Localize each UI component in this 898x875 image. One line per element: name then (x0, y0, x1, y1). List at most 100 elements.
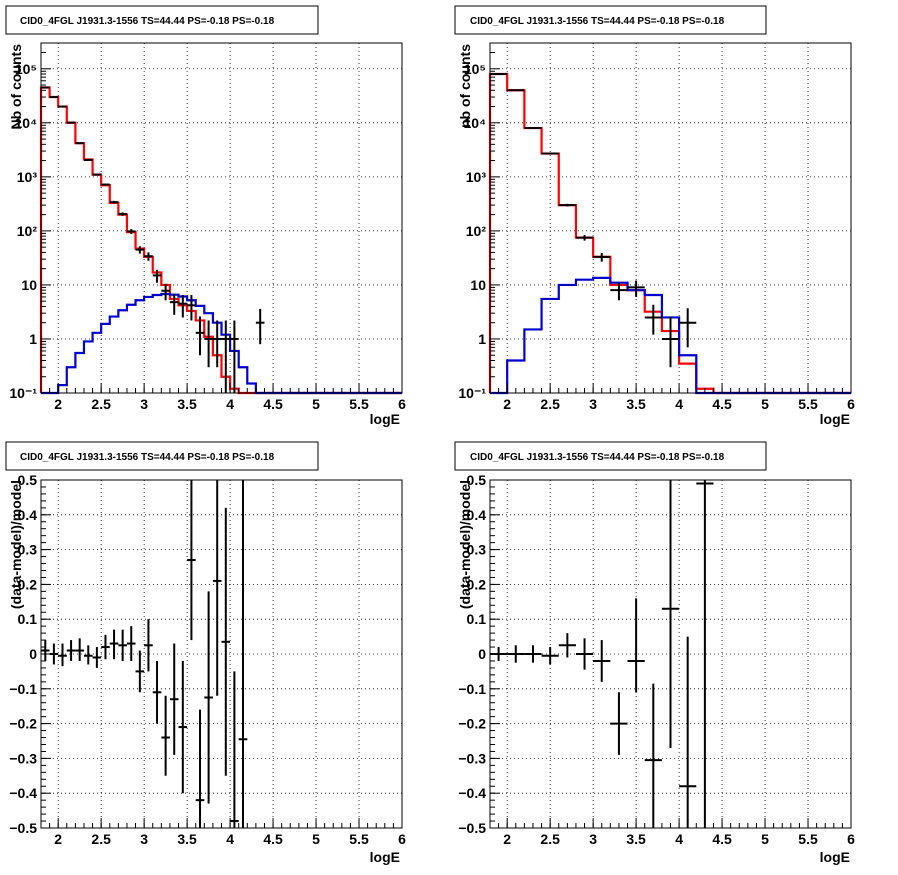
x-tick-label: 2.5 (540, 396, 560, 412)
y-tick-label: 0.4 (18, 507, 38, 523)
title-box (454, 441, 767, 471)
y-tick-label: −0.3 (9, 750, 37, 766)
x-tick-label: 5 (761, 831, 769, 847)
y-tick-label: 10² (17, 223, 38, 239)
y-tick-label: −0.1 (9, 681, 37, 697)
x-tick-label: 2 (503, 396, 511, 412)
x-axis-title: logE (820, 411, 850, 427)
y-tick-label: 0.1 (18, 611, 38, 627)
data-point (221, 320, 231, 393)
x-tick-label: 2 (54, 396, 62, 412)
x-tick-label: 5 (312, 396, 320, 412)
y-tick-label: 0.3 (467, 542, 487, 558)
x-tick-label: 2.5 (540, 831, 560, 847)
data-point (187, 480, 196, 641)
data-point (610, 692, 628, 755)
y-tick-label: 10 (470, 277, 486, 293)
data-point (144, 619, 153, 672)
data-point (144, 252, 153, 261)
y-tick-label: 0.5 (467, 472, 487, 488)
data-point (152, 269, 162, 283)
data-point (541, 152, 559, 155)
data-point (230, 320, 239, 393)
data-point (679, 308, 697, 348)
x-tick-label: 3.5 (177, 831, 197, 847)
y-tick-label: 10⁻¹ (9, 385, 37, 401)
title-box (5, 5, 319, 35)
y-axis-title: (data-model)/model (8, 480, 24, 609)
y-tick-label: 0.2 (18, 576, 38, 592)
data-point (126, 626, 136, 661)
x-tick-label: 5.5 (798, 396, 818, 412)
y-tick-label: 0.3 (18, 542, 38, 558)
x-tick-label: 5 (761, 396, 769, 412)
data-point (661, 480, 680, 748)
data-point (575, 234, 594, 241)
data-point (178, 295, 188, 318)
data-point (204, 320, 213, 368)
y-axis-title: Nb of counts (8, 44, 24, 130)
data-point (696, 480, 714, 828)
data-point (195, 709, 205, 828)
data-point (75, 142, 84, 145)
y-tick-label: −0.4 (9, 785, 37, 801)
x-tick-label: 2 (503, 831, 511, 847)
data-point (169, 643, 179, 755)
chart-title: CID0_4FGL J1931.3-1556 TS=44.44 PS=-0.18… (20, 16, 275, 27)
x-tick-label: 4 (226, 831, 234, 847)
x-tick-label: 3 (140, 396, 148, 412)
data-point (524, 645, 542, 663)
y-tick-label: 10³ (466, 169, 487, 185)
panel-counts-fine: CID0_4FGL J1931.3-1556 TS=44.44 PS=-0.18… (5, 5, 406, 427)
x-axis-title: logE (370, 849, 400, 865)
y-tick-label: 10⁴ (15, 115, 38, 131)
plot-frame (489, 479, 852, 829)
data-point (679, 636, 697, 828)
data-point (644, 683, 662, 828)
y-tick-label: 1 (29, 331, 37, 347)
x-tick-label: 6 (847, 396, 855, 412)
chart-title: CID0_4FGL J1931.3-1556 TS=44.44 PS=-0.18… (470, 452, 725, 463)
data-point (109, 200, 119, 204)
y-tick-label: 10² (466, 223, 487, 239)
x-axis-title: logE (370, 411, 400, 427)
data-point (575, 638, 594, 670)
data-point (118, 629, 127, 661)
title-box (454, 5, 767, 35)
data-point (212, 480, 222, 696)
data-point (49, 643, 59, 665)
x-tick-label: 3 (140, 831, 148, 847)
x-tick-label: 2.5 (91, 396, 111, 412)
data-point (75, 638, 84, 661)
x-tick-label: 3 (589, 831, 597, 847)
data-point (195, 316, 205, 356)
data-point (109, 629, 119, 660)
panel-residuals-fine: CID0_4FGL J1931.3-1556 TS=44.44 PS=-0.18… (5, 441, 406, 865)
y-tick-label: 10 (21, 277, 37, 293)
y-tick-label: −0.1 (458, 681, 486, 697)
data-point (593, 640, 611, 682)
y-tick-label: 10⁻¹ (458, 385, 486, 401)
chart-title: CID0_4FGL J1931.3-1556 TS=44.44 PS=-0.18… (470, 16, 725, 27)
y-tick-label: 0 (478, 646, 486, 662)
y-tick-label: 10⁵ (464, 61, 486, 77)
x-tick-label: 5.5 (349, 396, 369, 412)
data-point (118, 212, 127, 216)
data-point (610, 282, 628, 301)
series-total-model (39, 86, 402, 395)
data-point (66, 640, 76, 661)
data-point (644, 304, 662, 335)
x-tick-label: 4.5 (263, 396, 283, 412)
y-tick-label: 10⁴ (464, 115, 487, 131)
y-tick-label: −0.2 (458, 716, 486, 732)
data-point (507, 645, 525, 663)
data-point (66, 121, 76, 124)
panel-residuals-coarse: CID0_4FGL J1931.3-1556 TS=44.44 PS=-0.18… (454, 441, 855, 865)
data-point (541, 647, 559, 665)
plot-frame (489, 42, 852, 394)
data-point (204, 591, 213, 804)
x-tick-label: 4 (675, 396, 683, 412)
data-point (92, 647, 102, 668)
data-point (627, 598, 645, 693)
data-point (58, 643, 67, 667)
